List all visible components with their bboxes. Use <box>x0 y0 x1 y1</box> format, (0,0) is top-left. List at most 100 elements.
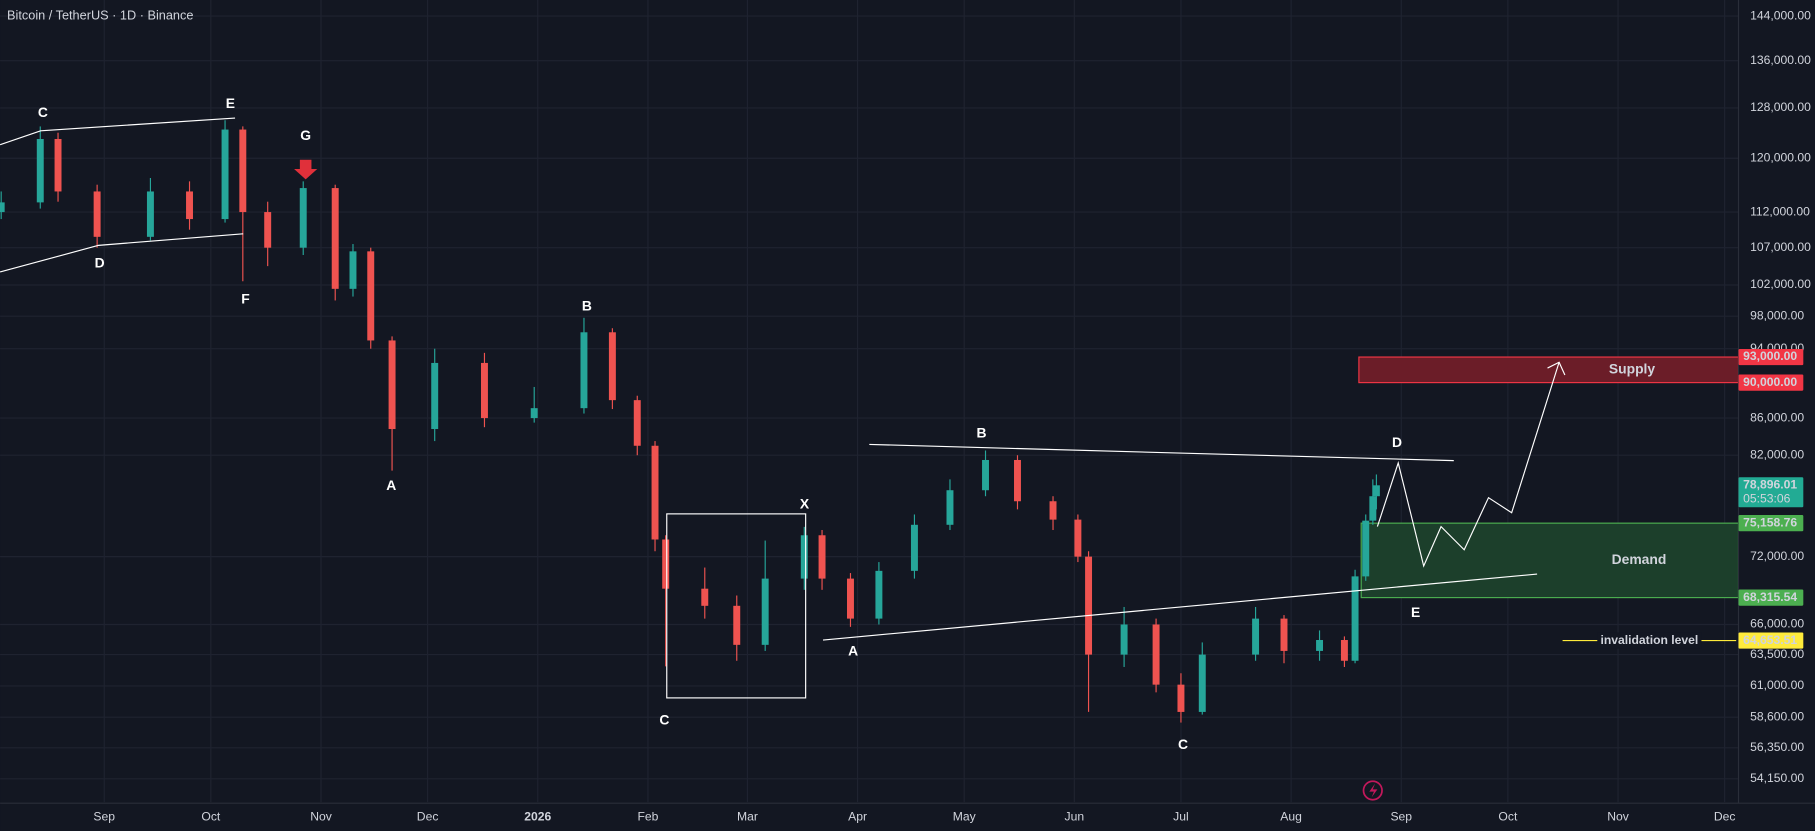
candles <box>0 120 1380 723</box>
candle-body <box>388 340 396 430</box>
candle-body <box>1152 624 1160 685</box>
candle-body <box>701 588 709 606</box>
candle-body <box>186 191 193 220</box>
y-tick-label: 61,000.00 <box>1750 678 1804 692</box>
candle-body <box>982 459 989 491</box>
projection-path <box>1376 362 1560 568</box>
price-label-bg <box>1738 632 1804 649</box>
x-tick-label: Apr <box>848 809 867 823</box>
x-tick-label: Nov <box>1607 809 1630 823</box>
y-tick-label: 86,000.00 <box>1750 410 1804 424</box>
candle-body <box>761 578 769 645</box>
y-tick-label: 72,000.00 <box>1750 549 1804 563</box>
price-label-bg <box>1738 348 1804 366</box>
wave-label: D <box>1392 434 1402 450</box>
x-tick-label: Sep <box>93 809 115 823</box>
candle-body <box>221 129 229 220</box>
price-label-bg <box>1738 477 1804 508</box>
y-tick-label: 56,350.00 <box>1750 740 1804 754</box>
candle-body <box>480 362 488 419</box>
candle-body <box>331 188 339 289</box>
demand-label: Demand <box>1612 551 1667 567</box>
candle-body <box>146 191 154 237</box>
candle-body <box>1340 640 1348 661</box>
trend-line <box>0 233 244 273</box>
price-label: 90,000.00 <box>1743 375 1797 389</box>
candle-body <box>662 539 670 589</box>
grid <box>0 0 1739 803</box>
time-axis <box>0 803 1815 831</box>
candle-body <box>54 139 62 192</box>
price-label-bg <box>1738 374 1804 391</box>
candle-body <box>847 578 854 619</box>
x-tick-label: Aug <box>1280 809 1302 823</box>
wave-label: C <box>659 712 669 728</box>
chart-title: Bitcoin / TetherUS · 1D · Binance <box>7 8 193 23</box>
x-tick-label: Oct <box>201 809 221 823</box>
y-tick-label: 107,000.00 <box>1750 240 1811 254</box>
y-tick-label: 128,000.00 <box>1750 100 1811 114</box>
y-tick-label: 102,000.00 <box>1750 277 1811 291</box>
y-tick-label: 54,150.00 <box>1750 771 1804 785</box>
candle-body <box>264 212 272 248</box>
price-label: 75,158.76 <box>1743 515 1797 529</box>
x-tick-label: Sep <box>1390 809 1412 823</box>
price-label-bg <box>1738 515 1804 532</box>
x-tick-label: Feb <box>637 809 658 823</box>
price-label: 78,896.01 <box>1743 478 1797 492</box>
candle-body <box>1198 654 1206 712</box>
supply-zone <box>1358 356 1740 384</box>
trend-line <box>869 443 1454 462</box>
wave-label: C <box>38 104 48 120</box>
y-tick-label: 66,000.00 <box>1750 617 1804 631</box>
candle-body <box>1120 624 1128 655</box>
candle-body <box>1252 618 1260 655</box>
x-tick-label: May <box>953 809 977 823</box>
y-tick-label: 58,600.00 <box>1750 709 1804 723</box>
zones: Supply Demand invalidation level <box>1358 356 1740 649</box>
invalidation-label-bg <box>1597 632 1702 649</box>
trend-line <box>822 573 1538 641</box>
y-tick-label: 136,000.00 <box>1750 53 1811 67</box>
axes: 144,000.00 136,000.00 128,000.00 120,000.00… <box>93 8 1811 823</box>
candle-body <box>651 445 659 540</box>
y-tick-label: 144,000.00 <box>1750 8 1811 22</box>
x-tick-label: Jun <box>1065 809 1085 823</box>
y-tick-label: 63,500.00 <box>1750 647 1804 661</box>
wave-label: D <box>95 255 105 271</box>
candle-body <box>1014 459 1021 502</box>
candle-body <box>946 490 954 525</box>
candle-body <box>1362 520 1370 577</box>
candle-body <box>733 605 741 645</box>
y-tick-label: 98,000.00 <box>1750 308 1804 322</box>
x-tick-label: Jul <box>1173 809 1189 823</box>
candle-body <box>1085 556 1093 655</box>
trend-line <box>0 117 236 146</box>
candle-body <box>800 535 808 579</box>
candle-body <box>349 251 357 289</box>
demand-zone <box>1360 522 1740 599</box>
candle-body <box>1280 618 1288 651</box>
x-tick-label: 2026 <box>524 809 551 823</box>
wave-label: A <box>386 477 396 493</box>
wave-label: B <box>977 425 987 441</box>
alert-icon-bolt <box>1369 783 1378 798</box>
price-label: 64,653.51 <box>1743 633 1797 647</box>
candle-body <box>580 332 588 409</box>
candle-body <box>1074 519 1082 557</box>
invalidation-label: invalidation level <box>1600 633 1698 647</box>
x-tick-label: Mar <box>737 809 758 823</box>
wave-label: A <box>848 642 858 658</box>
wave-labels: C E G D F B A C X A B D E C <box>38 95 1420 752</box>
candle-body <box>608 332 616 401</box>
candle-body <box>367 251 375 341</box>
y-tick-label: 112,000.00 <box>1750 204 1810 218</box>
candle-body <box>93 191 101 237</box>
candle-body <box>1177 684 1185 712</box>
candle-body <box>1316 640 1324 651</box>
candle-body <box>633 400 641 446</box>
wave-label: E <box>1411 604 1420 620</box>
y-tick-label: 120,000.00 <box>1750 150 1811 164</box>
wave-label: G <box>300 127 311 143</box>
